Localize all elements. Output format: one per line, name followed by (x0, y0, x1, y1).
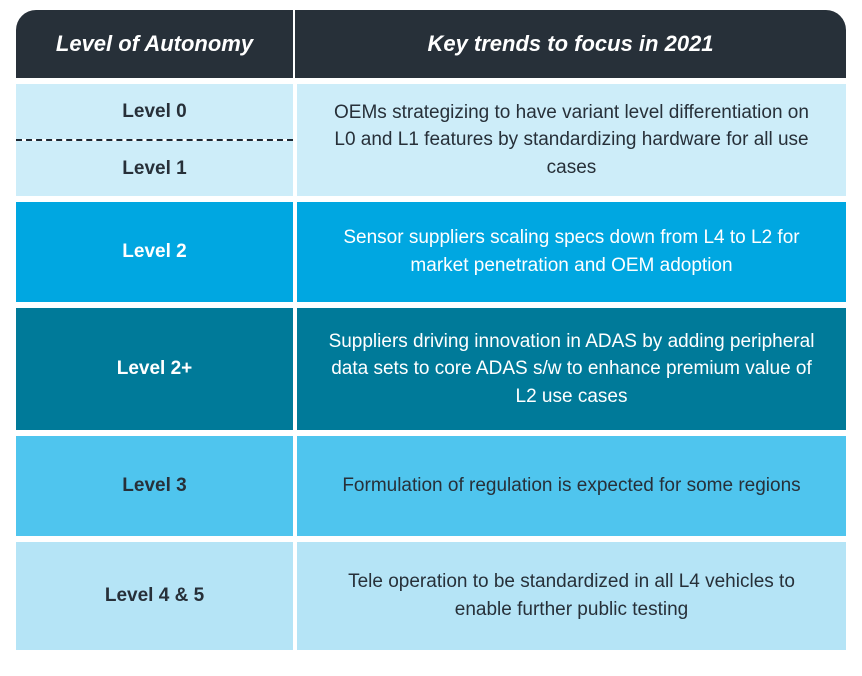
trend-cell: Suppliers driving innovation in ADAS by … (293, 308, 846, 430)
level-cell: Level 2+ (16, 308, 293, 430)
table-row: Level 2+Suppliers driving innovation in … (16, 308, 846, 430)
table-row: Level 0Level 1OEMs strategizing to have … (16, 84, 846, 196)
level-label: Level 1 (16, 141, 293, 196)
table-body: Level 0Level 1OEMs strategizing to have … (16, 84, 846, 650)
table-row: Level 2Sensor suppliers scaling specs do… (16, 202, 846, 302)
trend-cell: Formulation of regulation is expected fo… (293, 436, 846, 536)
level-cell: Level 4 & 5 (16, 542, 293, 650)
level-label: Level 2 (16, 202, 293, 302)
level-cell: Level 3 (16, 436, 293, 536)
level-cell: Level 2 (16, 202, 293, 302)
table-row: Level 4 & 5Tele operation to be standard… (16, 542, 846, 650)
level-cell: Level 0Level 1 (16, 84, 293, 196)
trend-cell: OEMs strategizing to have variant level … (293, 84, 846, 196)
trend-cell: Tele operation to be standardized in all… (293, 542, 846, 650)
level-label: Level 4 & 5 (16, 542, 293, 650)
table-row: Level 3Formulation of regulation is expe… (16, 436, 846, 536)
trend-cell: Sensor suppliers scaling specs down from… (293, 202, 846, 302)
table-header-row: Level of Autonomy Key trends to focus in… (16, 10, 846, 78)
level-label: Level 0 (16, 84, 293, 139)
level-label: Level 3 (16, 436, 293, 536)
header-key-trends: Key trends to focus in 2021 (293, 10, 846, 78)
level-label: Level 2+ (16, 308, 293, 430)
autonomy-table: Level of Autonomy Key trends to focus in… (16, 10, 846, 666)
header-level-of-autonomy: Level of Autonomy (16, 10, 293, 78)
